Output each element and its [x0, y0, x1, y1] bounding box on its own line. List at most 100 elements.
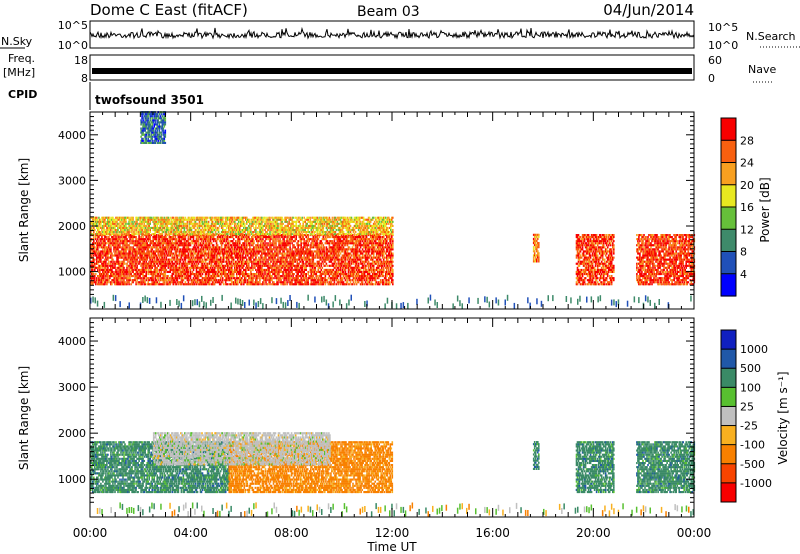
echo-cell: [188, 266, 191, 269]
echo-cell: [198, 258, 201, 261]
echo-cell: [216, 256, 219, 259]
echo-cell: [150, 273, 152, 276]
echo-cell: [110, 242, 112, 245]
echo-cell: [234, 281, 236, 284]
echo-cell: [235, 256, 237, 259]
echo-cell: [164, 266, 167, 269]
echo-cell: [114, 281, 116, 284]
echo-cell: [232, 256, 235, 259]
echo-cell: [184, 283, 187, 286]
echo-cell: [207, 244, 210, 247]
echo-cell: [170, 238, 173, 241]
echo-cell: [361, 254, 364, 257]
echo-cell: [197, 279, 200, 282]
echo-cell: [150, 254, 152, 257]
echo-cell: [231, 258, 234, 261]
echo-cell: [142, 238, 144, 241]
echo-cell: [130, 264, 132, 267]
echo-cell: [118, 260, 120, 263]
echo-cell: [96, 248, 98, 251]
echo-cell: [219, 238, 222, 241]
echo-cell: [146, 283, 148, 286]
echo-cell: [147, 240, 149, 243]
echo-cell: [135, 238, 137, 241]
echo-cell: [250, 268, 252, 271]
echo-cell: [146, 252, 148, 255]
echo-cell: [243, 250, 245, 253]
echo-cell: [116, 281, 118, 284]
echo-cell: [237, 238, 239, 241]
echo-cell: [185, 264, 188, 267]
echo-cell: [312, 236, 315, 239]
noise-right-tick-bottom: 10^0: [708, 39, 738, 52]
echo-cell: [209, 277, 212, 280]
echo-cell: [145, 270, 147, 273]
echo-cell: [179, 250, 182, 253]
echo-cell: [274, 256, 276, 259]
echo-cell: [171, 254, 174, 257]
echo-cell: [148, 283, 150, 286]
echo-cell: [143, 264, 145, 267]
echo-cell: [225, 277, 228, 280]
echo-cell: [161, 254, 164, 257]
echo-cell: [146, 244, 148, 247]
echo-cell: [103, 242, 105, 245]
echo-cell: [142, 264, 144, 267]
echo-cell: [126, 252, 128, 255]
echo-cell: [160, 254, 163, 257]
echo-cell: [356, 246, 359, 249]
echo-cell: [143, 258, 145, 261]
echo-cell: [251, 262, 253, 265]
echo-cell: [99, 256, 101, 259]
echo-cell: [291, 242, 293, 245]
echo-cell: [276, 264, 278, 267]
echo-cell: [250, 279, 252, 282]
echo-cell: [161, 277, 164, 280]
echo-cell: [222, 273, 225, 276]
echo-cell: [222, 238, 225, 241]
echo-cell: [220, 250, 223, 253]
echo-cell: [222, 270, 225, 273]
echo-cell: [151, 240, 153, 243]
echo-cell: [132, 260, 134, 263]
echo-cell: [191, 279, 194, 282]
echo-cell: [120, 250, 122, 253]
echo-cell: [322, 262, 325, 265]
echo-cell: [207, 279, 210, 282]
echo-cell: [163, 238, 166, 241]
echo-cell: [192, 248, 195, 251]
echo-cell: [190, 256, 193, 259]
echo-cell: [183, 266, 186, 269]
echo-cell: [332, 268, 335, 271]
echo-cell: [90, 277, 92, 280]
echo-cell: [147, 283, 149, 286]
echo-cell: [222, 240, 225, 243]
echo-cell: [145, 273, 147, 276]
echo-cell: [178, 250, 181, 253]
echo-cell: [183, 277, 186, 280]
echo-cell: [100, 238, 102, 241]
echo-cell: [119, 264, 121, 267]
echo-cell: [180, 279, 183, 282]
echo-cell: [271, 236, 273, 239]
echo-cell: [243, 258, 245, 261]
echo-cell: [240, 277, 242, 280]
echo-cell: [239, 254, 241, 257]
echo-cell: [364, 254, 367, 257]
echo-cell: [179, 234, 182, 237]
echo-cell: [191, 236, 194, 239]
echo-cell: [148, 238, 150, 241]
echo-cell: [126, 281, 128, 284]
echo-cell: [146, 256, 148, 259]
echo-cell: [121, 273, 123, 276]
echo-cell: [270, 252, 272, 255]
echo-cell: [224, 250, 227, 253]
echo-cell: [97, 236, 99, 239]
echo-cell: [175, 240, 178, 243]
echo-cell: [125, 248, 127, 251]
echo-cell: [299, 236, 301, 239]
echo-cell: [142, 258, 144, 261]
echo-cell: [101, 268, 103, 271]
echo-cell: [91, 279, 93, 282]
echo-cell: [142, 250, 144, 253]
